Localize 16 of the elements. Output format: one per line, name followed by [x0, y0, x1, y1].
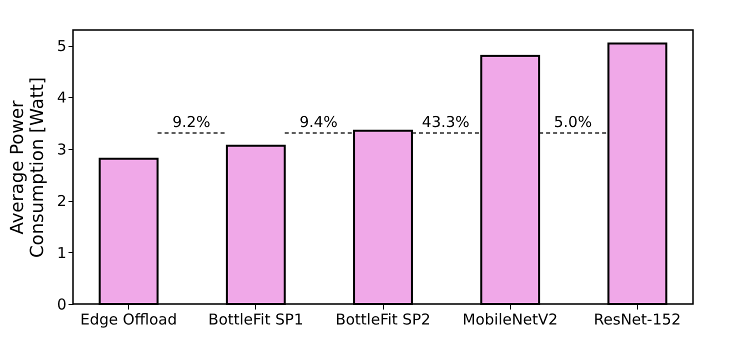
annotation: 5.0%: [554, 113, 592, 131]
y-tick-label: 2: [56, 192, 66, 210]
y-tick-label: 1: [56, 244, 66, 262]
x-tick-label: ResNet-152: [594, 310, 681, 328]
annotation: 43.3%: [422, 113, 470, 131]
x-tick-label: BottleFit SP1: [208, 310, 304, 328]
y-tick-label: 0: [56, 296, 66, 314]
annotation: 9.4%: [299, 113, 338, 131]
annotation: 9.2%: [172, 113, 210, 131]
y-tick-label: 5: [56, 37, 66, 56]
y-tick-label: 3: [56, 140, 66, 158]
x-tick-label: Edge Offload: [80, 310, 177, 328]
y-tick-label: 4: [56, 88, 66, 107]
y-axis-title: Average Power Consumption [Watt]: [6, 77, 48, 258]
x-tick-label: BottleFit SP2: [335, 310, 431, 328]
x-tick-label: MobileNetV2: [462, 310, 558, 328]
